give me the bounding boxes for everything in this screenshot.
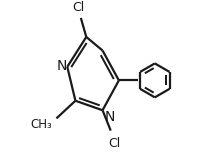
Text: CH₃: CH₃ [31, 118, 52, 131]
Text: Cl: Cl [73, 1, 85, 14]
Text: N: N [56, 59, 67, 73]
Text: Cl: Cl [109, 137, 121, 150]
Text: N: N [105, 110, 115, 124]
